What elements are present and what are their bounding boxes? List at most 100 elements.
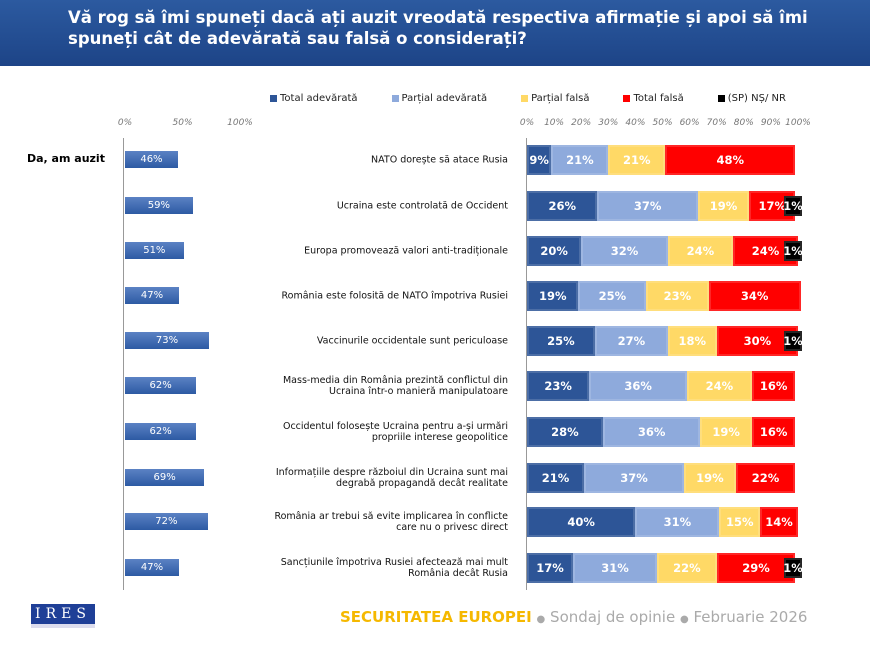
left-axis-line [123, 138, 124, 590]
left-bar: 62% [125, 377, 197, 394]
bar-segment: 16% [751, 417, 796, 447]
legend-item: Total adevărată [270, 93, 358, 104]
legend-swatch [717, 95, 725, 102]
bar-segment: 32% [581, 236, 668, 266]
right-tick-label: 60% [679, 118, 700, 128]
right-tick-label: 0% [519, 118, 535, 128]
bar-segment: 19% [700, 417, 752, 447]
bar-segment: 25% [527, 326, 595, 356]
bar-segment: 19% [527, 281, 579, 311]
footer-date: Februarie 2026 [693, 608, 808, 626]
bar-segment: 15% [719, 507, 761, 537]
legend-item: Parțial adevărată [391, 93, 488, 104]
left-bar: 62% [125, 423, 197, 440]
legend-label: Parțial falsă [531, 93, 590, 104]
legend-swatch [391, 95, 399, 102]
left-chart-label: Da, am auzit [27, 152, 105, 165]
legend: Total adevărată Parțial adevărată Parțial … [270, 93, 820, 104]
legend-label: Total falsă [633, 93, 684, 104]
category-label: Informațiile despre războiul din Ucraina… [275, 467, 508, 489]
bar-segment: 31% [635, 507, 720, 537]
bar-segment: 25% [578, 281, 647, 311]
bar-segment: 37% [597, 191, 698, 221]
bar-segment: 17% [527, 553, 574, 583]
bar-segment: 34% [708, 281, 801, 311]
category-label: Occidentul folosește Ucraina pentru a-și… [282, 421, 508, 443]
bar-segment: 24% [686, 371, 752, 401]
right-tick-label: 50% [652, 118, 673, 128]
legend-item: (SP) NȘ/ NR [717, 93, 786, 104]
bar-segment: 29% [716, 553, 796, 583]
legend-item: Parțial falsă [521, 93, 589, 104]
bar-segment: 22% [735, 463, 796, 493]
legend-label: Parțial adevărată [401, 93, 488, 104]
bar-segment: 31% [573, 553, 658, 583]
legend-item: Total falsă [623, 93, 684, 104]
bar-segment: 37% [583, 463, 685, 493]
left-bar: 47% [125, 559, 180, 576]
page-title: Vă rog să îmi spuneți dacă ați auzit vre… [68, 8, 808, 48]
category-label: Sancțiunile împotriva Rusiei afectează m… [280, 557, 508, 579]
left-bar: 73% [125, 332, 209, 349]
legend-swatch [270, 95, 277, 102]
bar-segment: 48% [665, 145, 796, 175]
bar-segment: 20% [527, 236, 582, 266]
bar-segment: 16% [751, 371, 796, 401]
category-label: România este folosită de NATO împotriva … [281, 290, 508, 302]
header-band [0, 0, 870, 66]
left-bar: 47% [125, 287, 180, 304]
left-bar: 46% [125, 151, 178, 168]
bar-segment: 1% [783, 558, 803, 578]
bar-segment: 1% [783, 196, 803, 216]
bar-segment: 21% [608, 145, 666, 175]
bar-segment: 26% [527, 191, 598, 221]
bar-segment: 21% [527, 463, 584, 493]
left-bar: 72% [125, 513, 208, 530]
category-label: România ar trebui să evite implicarea în… [274, 511, 508, 533]
bar-segment: 40% [527, 507, 636, 537]
footer-sep: ● [679, 614, 689, 625]
category-label: NATO dorește să atace Rusia [371, 154, 508, 166]
bar-segment: 1% [783, 331, 803, 351]
bar-segment: 36% [602, 417, 701, 447]
legend-swatch [623, 95, 631, 102]
footer: SECURITATEA EUROPEI ● Sondaj de opinie ●… [340, 608, 807, 626]
left-tick-label: 50% [172, 118, 193, 128]
bar-segment: 27% [594, 326, 668, 356]
right-tick-label: 30% [598, 118, 619, 128]
bar-segment: 14% [760, 507, 798, 537]
bar-segment: 23% [527, 371, 590, 401]
right-tick-label: 40% [625, 118, 646, 128]
category-label: Mass-media din România prezintă conflict… [282, 375, 508, 397]
right-axis-line [526, 138, 527, 590]
right-tick-label: 100% [785, 118, 811, 128]
footer-sep: ● [536, 614, 546, 625]
legend-label: (SP) NȘ/ NR [727, 93, 786, 104]
bar-segment: 22% [657, 553, 717, 583]
bar-segment: 21% [551, 145, 609, 175]
bar-segment: 1% [783, 241, 803, 261]
legend-swatch [521, 95, 529, 102]
footer-brand: SECURITATEA EUROPEI [340, 608, 532, 626]
footer-survey: Sondaj de opinie [550, 608, 676, 626]
bar-segment: 36% [589, 371, 687, 401]
right-tick-label: 90% [760, 118, 781, 128]
bar-segment: 19% [697, 191, 750, 221]
bar-segment: 18% [667, 326, 717, 356]
left-bar: 69% [125, 469, 205, 486]
bar-segment: 28% [527, 417, 603, 447]
category-label: Ucraina este controlată de Occident [336, 200, 508, 212]
bar-segment: 23% [646, 281, 709, 311]
bar-segment: 19% [684, 463, 736, 493]
category-label: Vaccinurile occidentale sunt periculoase [316, 335, 508, 347]
category-label: Europa promovează valori anti-tradiționa… [304, 245, 508, 257]
left-tick-label: 100% [227, 118, 253, 128]
right-tick-label: 10% [544, 118, 565, 128]
bar-segment: 24% [667, 236, 733, 266]
right-tick-label: 80% [733, 118, 754, 128]
right-tick-label: 70% [706, 118, 727, 128]
legend-label: Total adevărată [280, 93, 358, 104]
bar-segment: 9% [527, 145, 552, 175]
right-tick-label: 20% [571, 118, 592, 128]
left-tick-label: 0% [117, 118, 133, 128]
